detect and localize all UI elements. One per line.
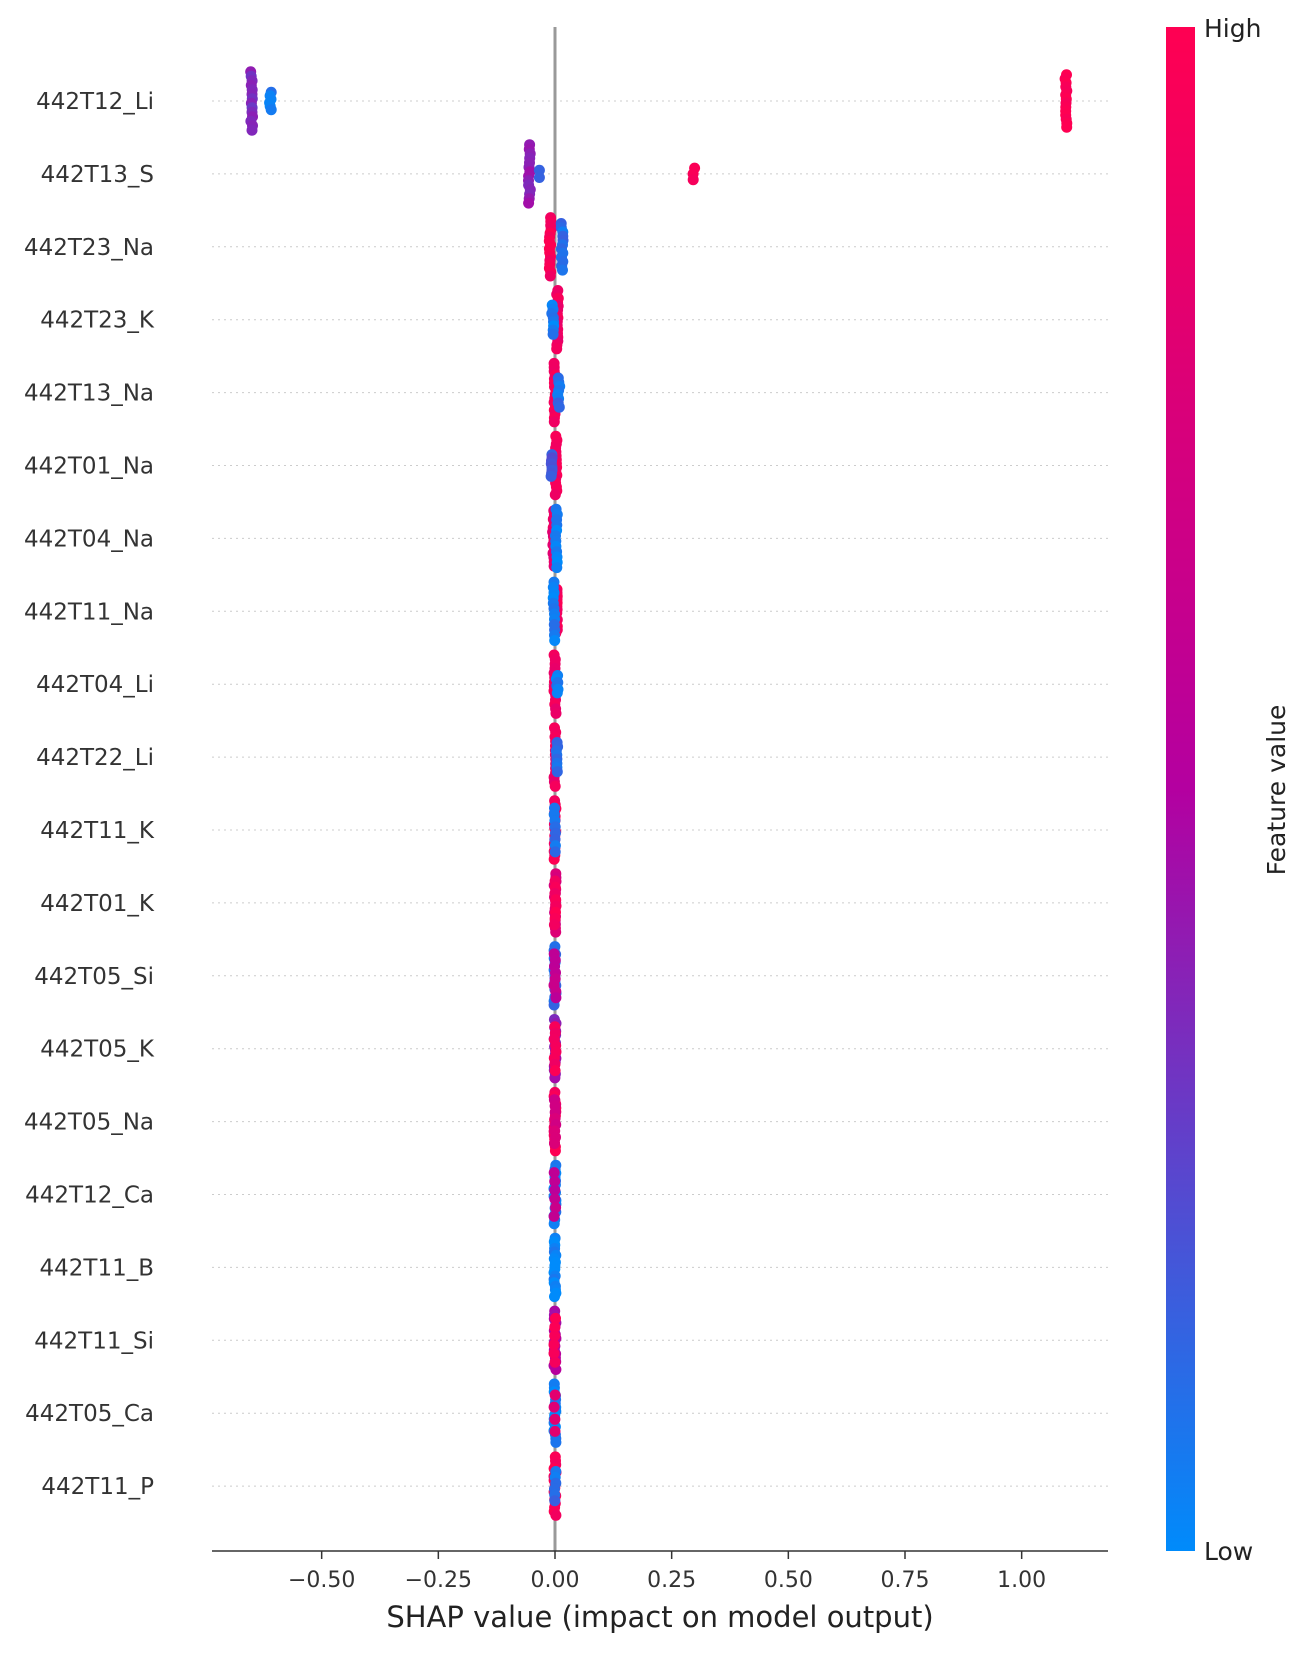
shap-point: [550, 1312, 561, 1324]
shap-point: [549, 780, 561, 792]
colorbar-title: Feature value: [1262, 705, 1291, 876]
shap-point: [549, 1291, 560, 1303]
shap-point: [549, 1321, 561, 1333]
shap-point: [551, 343, 563, 355]
feature-label: 442T11_Na: [24, 599, 154, 625]
shap-point: [548, 1167, 560, 1179]
shap-point: [548, 416, 560, 428]
shap-points: [245, 66, 1073, 1521]
x-tick-label: −0.25: [405, 1568, 472, 1593]
shap-point: [549, 1193, 561, 1205]
shap-point: [549, 1175, 561, 1187]
shap-point: [1061, 121, 1073, 133]
shap-point: [523, 197, 535, 209]
feature-label: 442T11_P: [41, 1474, 154, 1500]
x-axis-ticks: −0.50 −0.25 0.00 0.25 0.50 0.75 1.00: [288, 1551, 1046, 1593]
feature-label: 442T12_Li: [36, 89, 154, 115]
shap-point: [551, 687, 563, 699]
colorbar: [1166, 27, 1195, 1551]
feature-label: 442T23_K: [40, 308, 155, 334]
x-tick-label: 1.00: [997, 1568, 1046, 1593]
shap-point: [548, 1401, 560, 1413]
shap-point: [549, 846, 561, 858]
shap-point: [246, 124, 258, 136]
colorbar-low-label: Low: [1204, 1537, 1253, 1566]
shap-point: [548, 1339, 560, 1351]
feature-label: 442T13_S: [41, 162, 154, 188]
feature-label: 442T04_Li: [36, 672, 154, 698]
feature-label: 442T11_B: [40, 1255, 155, 1281]
shap-point: [549, 1184, 561, 1196]
shap-point: [549, 1330, 561, 1342]
feature-label: 442T11_Si: [34, 1328, 154, 1354]
feature-grid-lines: [212, 100, 1108, 1487]
shap-point: [533, 172, 545, 183]
shap-point: [557, 264, 568, 276]
shap-point: [687, 174, 699, 186]
feature-labels: 442T12_Li 442T13_S 442T23_Na 442T23_K 442T13…: [24, 89, 155, 1500]
shap-point: [548, 1210, 560, 1222]
shap-point: [549, 1413, 561, 1425]
shap-point: [549, 489, 561, 501]
shap-point: [545, 470, 557, 482]
shap-point: [549, 635, 561, 646]
colorbar-high-label: High: [1204, 14, 1261, 43]
shap-point: [551, 562, 563, 574]
shap-point: [549, 1356, 561, 1368]
shap-point: [548, 1347, 560, 1359]
shap-point: [549, 1425, 561, 1437]
shap-point: [549, 1389, 561, 1401]
x-tick-label: 0.00: [531, 1568, 580, 1593]
feature-label: 442T05_Na: [24, 1110, 154, 1136]
x-tick-label: 0.75: [881, 1568, 930, 1593]
feature-label: 442T05_Si: [34, 964, 154, 990]
shap-point: [547, 328, 559, 340]
shap-point: [550, 1509, 562, 1521]
shap-point: [550, 1202, 562, 1214]
x-tick-label: −0.50: [288, 1568, 355, 1593]
feature-label: 442T01_Na: [24, 454, 154, 480]
shap-point: [550, 1436, 562, 1448]
feature-label: 442T13_Na: [24, 381, 154, 407]
feature-label: 442T12_Ca: [25, 1183, 154, 1209]
x-tick-label: 0.50: [764, 1568, 813, 1593]
shap-point: [549, 1495, 561, 1507]
feature-label: 442T11_K: [40, 818, 155, 844]
shap-point: [550, 992, 562, 1004]
feature-label: 442T05_K: [40, 1037, 155, 1063]
shap-point: [548, 919, 560, 931]
feature-label: 442T23_Na: [24, 235, 154, 261]
x-axis-title: SHAP value (impact on model output): [386, 1600, 933, 1634]
shap-point: [549, 1138, 560, 1149]
shap-point: [551, 766, 563, 778]
shap-point: [550, 707, 562, 719]
feature-label: 442T04_Na: [24, 526, 154, 552]
shap-point: [549, 1065, 561, 1077]
shap-point: [544, 270, 556, 282]
feature-label: 442T05_Ca: [25, 1401, 154, 1427]
shap-point: [265, 104, 277, 116]
x-tick-label: 0.25: [647, 1568, 696, 1593]
shap-point: [553, 401, 565, 413]
feature-label: 442T22_Li: [36, 745, 154, 771]
feature-label: 442T01_K: [40, 891, 155, 917]
